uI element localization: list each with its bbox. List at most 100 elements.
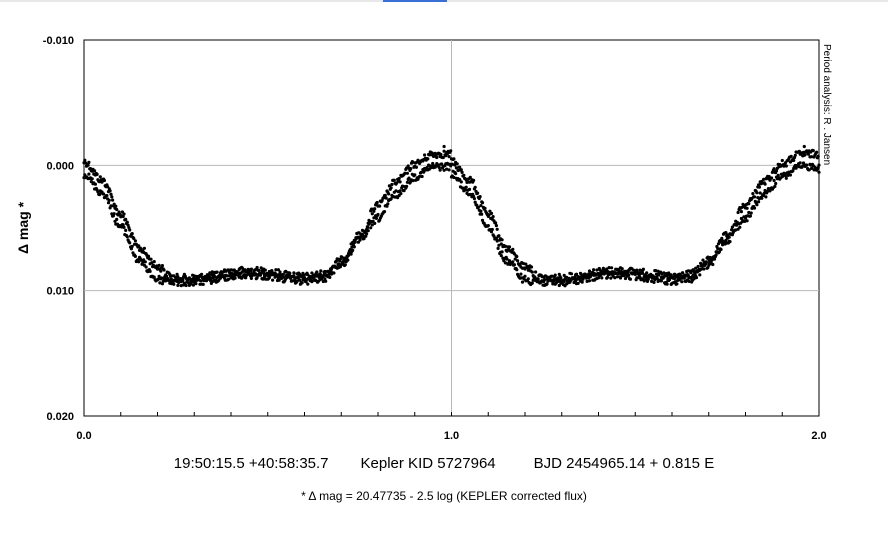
data-point	[763, 182, 767, 186]
data-point	[380, 199, 384, 203]
data-point	[464, 185, 468, 189]
data-point	[238, 272, 242, 276]
data-point	[507, 259, 512, 263]
data-point	[638, 268, 642, 272]
data-point	[534, 270, 538, 274]
data-point	[240, 270, 244, 274]
data-point	[452, 157, 456, 161]
data-point	[728, 240, 732, 244]
data-point	[755, 191, 759, 195]
data-point	[720, 236, 724, 240]
data-point	[515, 268, 519, 272]
data-point	[520, 280, 525, 284]
data-point	[364, 234, 368, 238]
data-point	[130, 232, 134, 236]
data-point	[784, 164, 788, 168]
data-point	[93, 182, 97, 186]
data-point	[390, 182, 394, 187]
data-point	[675, 282, 679, 286]
data-point	[783, 174, 788, 178]
data-point	[595, 268, 599, 272]
data-point	[613, 276, 617, 280]
data-point	[817, 170, 821, 174]
data-point	[125, 235, 129, 239]
data-point	[175, 272, 179, 276]
data-point	[673, 273, 677, 277]
data-point	[262, 274, 267, 279]
data-point	[419, 170, 423, 174]
data-point	[253, 272, 258, 276]
data-point	[817, 163, 821, 167]
data-point	[458, 178, 462, 182]
data-point	[384, 196, 388, 200]
data-point	[801, 150, 806, 154]
data-point	[288, 271, 292, 275]
data-point	[479, 209, 483, 213]
data-point	[90, 177, 94, 181]
data-point	[516, 259, 520, 263]
data-point	[665, 273, 669, 278]
data-point	[128, 228, 132, 232]
data-point	[455, 162, 459, 166]
data-point	[244, 276, 248, 280]
data-point	[157, 274, 161, 278]
data-point	[382, 210, 387, 214]
data-point	[265, 272, 269, 277]
data-point	[628, 277, 633, 281]
data-point	[456, 168, 460, 173]
data-point	[665, 282, 669, 286]
caption-line: 19:50:15.5 +40:58:35.7 Kepler KID 5727964…	[0, 455, 888, 472]
data-point	[476, 205, 480, 209]
data-point	[150, 261, 154, 265]
x-minor-ticks	[83, 412, 820, 416]
data-point	[454, 172, 458, 176]
data-point	[261, 277, 265, 281]
data-point	[323, 269, 327, 274]
data-point	[743, 219, 747, 223]
data-point	[98, 175, 102, 179]
data-point	[651, 274, 655, 278]
data-point	[267, 275, 271, 280]
data-point	[194, 282, 198, 286]
data-point	[752, 206, 757, 210]
data-point	[736, 210, 740, 215]
data-point	[488, 209, 492, 213]
data-point	[215, 270, 219, 274]
data-point	[411, 179, 415, 183]
data-point	[96, 190, 100, 194]
data-point	[449, 149, 453, 153]
data-point	[761, 177, 766, 181]
data-point	[156, 277, 160, 281]
data-point	[426, 157, 430, 161]
data-point	[772, 178, 776, 183]
data-point	[315, 274, 319, 278]
data-point	[463, 188, 467, 192]
data-point	[121, 223, 125, 227]
data-point	[278, 270, 282, 274]
data-point	[360, 233, 365, 237]
data-point	[328, 275, 332, 279]
data-point	[142, 246, 146, 250]
data-point	[115, 207, 119, 212]
data-point	[499, 254, 503, 258]
data-point	[546, 279, 550, 283]
data-point	[375, 200, 379, 205]
data-point	[763, 188, 767, 193]
data-point	[447, 155, 451, 159]
data-point	[542, 279, 546, 284]
data-point	[321, 279, 325, 284]
data-point	[478, 195, 482, 199]
data-point	[133, 239, 137, 243]
x-tick-label: 2.0	[811, 430, 826, 442]
data-point	[494, 224, 498, 228]
data-point	[601, 266, 606, 270]
data-point	[112, 212, 116, 216]
data-point	[615, 275, 619, 279]
data-point	[704, 260, 708, 264]
data-point	[403, 171, 407, 175]
data-point	[95, 172, 99, 176]
data-point	[495, 239, 499, 243]
data-point	[605, 267, 609, 271]
data-point	[784, 176, 788, 180]
data-point	[370, 223, 374, 227]
